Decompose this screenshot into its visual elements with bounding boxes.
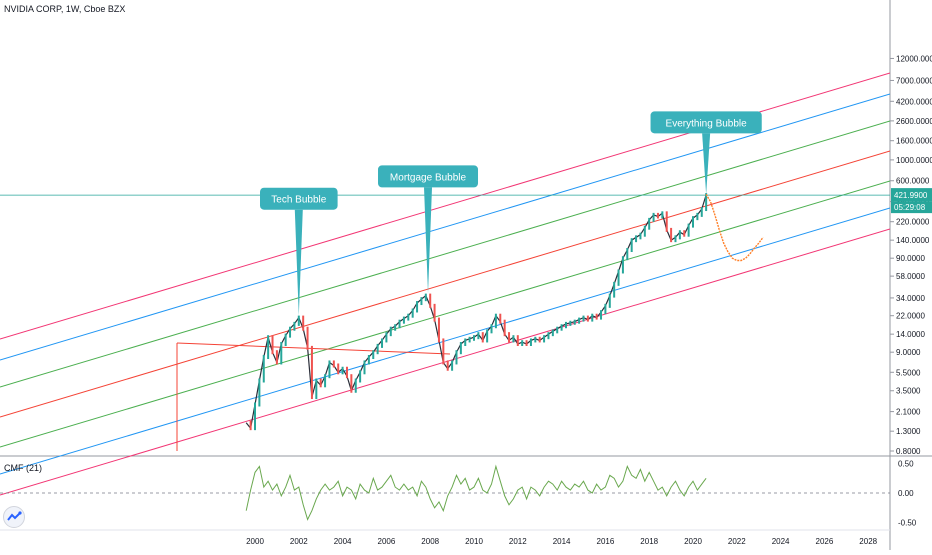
cmf-tick-label: 0.00: [898, 489, 914, 498]
last-price-badge: [891, 188, 932, 202]
time-tick-label: 2020: [684, 537, 702, 546]
price-tick-label: 4200.0000: [896, 97, 932, 106]
price-tick-label: 1600.0000: [896, 137, 932, 146]
callout-label: Tech Bubble: [271, 195, 326, 206]
countdown-badge: [891, 201, 932, 214]
price-tick-label: 140.0000: [896, 236, 930, 245]
time-tick-label: 2016: [597, 537, 615, 546]
time-tick-label: 2002: [290, 537, 308, 546]
channel-anchor-horizontal: [176, 342, 451, 355]
time-tick-label: 2026: [816, 537, 834, 546]
callout-pointer: [294, 209, 303, 316]
channel-upper-blue-line: [0, 93, 891, 361]
callout-label: Everything Bubble: [666, 118, 748, 129]
channel-lower-outer-line: [0, 228, 891, 496]
time-tick-label: 2006: [378, 537, 396, 546]
callout-box: [650, 111, 762, 134]
symbol-title: NVIDIA CORP, 1W, Cboe BZX: [4, 4, 126, 14]
price-tick-label: 34.0000: [896, 294, 925, 303]
time-tick-label: 2000: [246, 537, 264, 546]
price-tick-label: 7000.0000: [896, 76, 932, 85]
cmf-line: [245, 464, 707, 521]
price-tick-label: 5.5000: [896, 368, 921, 377]
price-tick-label: 58.0000: [896, 272, 925, 281]
last-price-value: 421.9900: [894, 191, 928, 200]
channel-lower-green-line: [0, 180, 891, 448]
channel-lower-blue-line: [0, 207, 891, 475]
price-tick-label: 0.8000: [896, 447, 921, 456]
channel-upper-green-line: [0, 120, 891, 388]
time-tick-label: 2014: [553, 537, 571, 546]
price-tick-label: 2.1000: [896, 408, 921, 417]
countdown-value: 05:29:08: [894, 203, 926, 212]
price-tick-label: 3.5000: [896, 387, 921, 396]
channel-mid-line: [0, 150, 891, 418]
time-tick-label: 2012: [509, 537, 527, 546]
callout-box: [260, 187, 338, 210]
price-series-line: [245, 194, 707, 430]
tradingview-logo-icon[interactable]: [3, 506, 25, 528]
projection-line: [705, 193, 764, 262]
price-tick-label: 12000.0000: [896, 54, 932, 63]
price-tick-label: 14.0000: [896, 330, 925, 339]
price-tick-label: 22.0000: [896, 312, 925, 321]
price-tick-label: 90.0000: [896, 254, 925, 263]
price-tick-label: 2600.0000: [896, 117, 932, 126]
cmf-tick-label: -0.50: [898, 519, 917, 528]
callout-pointer: [702, 133, 711, 195]
callout-label: Mortgage Bubble: [390, 172, 467, 183]
price-tick-label: 1.3000: [896, 427, 921, 436]
callout-pointer: [424, 187, 433, 294]
price-tick-label: 1000.0000: [896, 156, 932, 165]
time-tick-label: 2010: [465, 537, 483, 546]
cmf-tick-label: 0.50: [898, 460, 914, 469]
time-tick-label: 2004: [334, 537, 352, 546]
price-tick-label: 220.0000: [896, 218, 930, 227]
time-tick-label: 2008: [421, 537, 439, 546]
price-tick-label: 600.0000: [896, 177, 930, 186]
time-tick-label: 2018: [640, 537, 658, 546]
time-tick-label: 2024: [772, 537, 790, 546]
callout-box: [378, 165, 479, 188]
time-tick-label: 2022: [728, 537, 746, 546]
time-tick-label: 2028: [859, 537, 877, 546]
cmf-label: CMF (21): [4, 463, 42, 473]
price-tick-label: 9.0000: [896, 348, 921, 357]
